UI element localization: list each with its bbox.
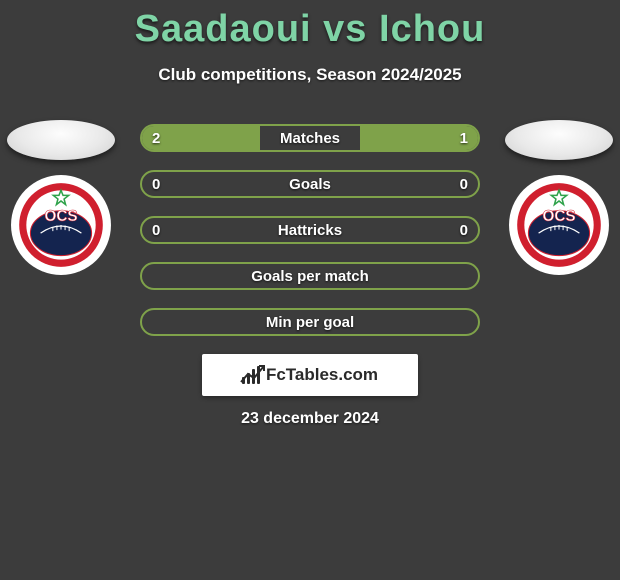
player1-silhouette	[7, 120, 115, 160]
title-player2: Ichou	[379, 8, 485, 50]
player2-column: OCS	[504, 120, 614, 276]
subtitle: Club competitions, Season 2024/2025	[0, 65, 620, 85]
bar-row: Matches21	[140, 124, 480, 152]
date-label: 23 december 2024	[0, 410, 620, 428]
bar-track	[140, 262, 480, 290]
comparison-bars: Matches21 Goals00 Hattricks00 Goals per mat…	[140, 124, 480, 354]
fctables-logo-text: FcTables.com	[266, 365, 378, 385]
bar-row: Goals per match	[140, 262, 480, 290]
title-vs: vs	[323, 8, 367, 50]
bar-track	[140, 308, 480, 336]
bar-track	[140, 124, 480, 152]
svg-text:OCS: OCS	[542, 208, 575, 225]
fctables-logo-icon	[242, 366, 260, 384]
bar-row: Min per goal	[140, 308, 480, 336]
bar-fill-left	[142, 126, 260, 150]
player1-column: OCS	[6, 120, 116, 276]
bar-fill-right	[360, 126, 478, 150]
bar-row: Hattricks00	[140, 216, 480, 244]
player2-club-badge: OCS	[508, 174, 610, 276]
player2-silhouette	[505, 120, 613, 160]
bar-row: Goals00	[140, 170, 480, 198]
svg-text:OCS: OCS	[44, 208, 77, 225]
player1-club-badge: OCS	[10, 174, 112, 276]
title-player1: Saadaoui	[135, 8, 312, 50]
fctables-watermark: FcTables.com	[202, 354, 418, 396]
page-title: Saadaoui vs Ichou	[0, 0, 620, 51]
bar-track	[140, 170, 480, 198]
bar-track	[140, 216, 480, 244]
